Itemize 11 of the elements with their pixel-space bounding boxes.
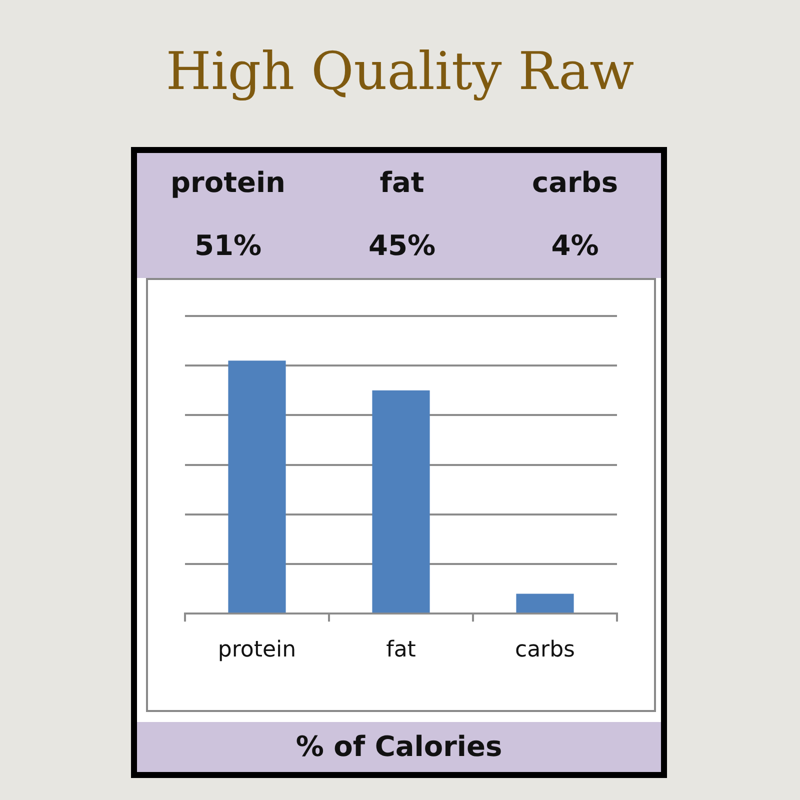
x-tick-label: carbs	[532, 166, 618, 200]
x-tick-label: fat	[380, 166, 424, 200]
data-label: 45%	[368, 229, 436, 263]
chart-title: High Quality Raw	[166, 42, 634, 102]
category-label: carbs	[514, 638, 576, 663]
category-label: protein	[218, 638, 296, 663]
category-label: fat	[386, 638, 416, 663]
data-label: 4%	[551, 229, 599, 263]
data-label: 51%	[194, 229, 262, 263]
x-tick-label: protein	[170, 166, 286, 200]
x-axis-title: % of Calories	[296, 730, 502, 764]
